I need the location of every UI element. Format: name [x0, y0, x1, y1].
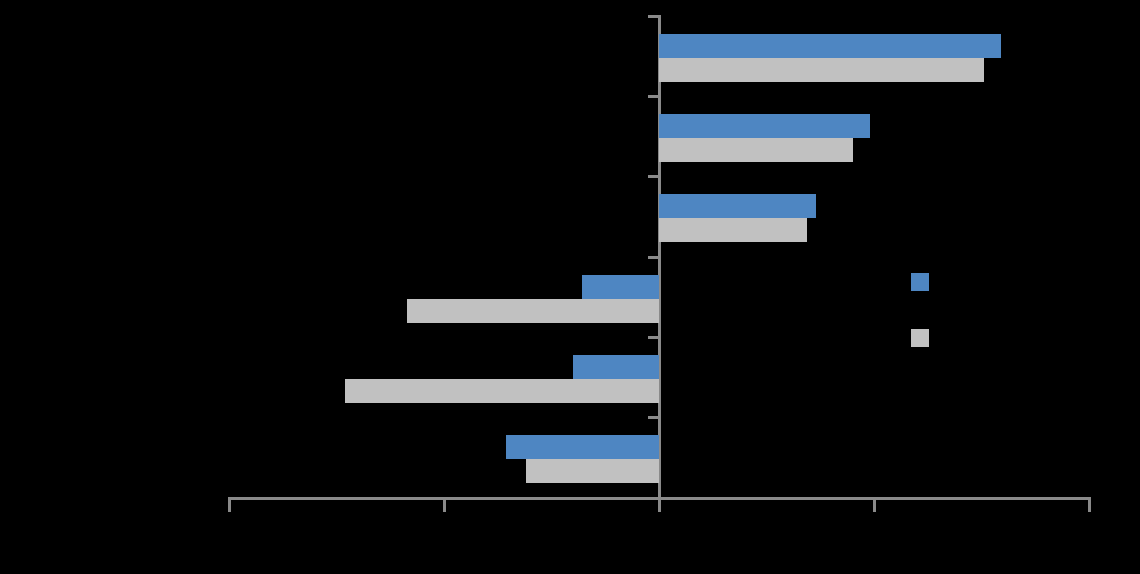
- y-axis-tick: [647, 175, 658, 179]
- bar-series2-cat5: [345, 378, 659, 403]
- bar-series1-cat3: [659, 194, 816, 219]
- legend-swatch-series2: [911, 329, 929, 347]
- x-axis-tick: [227, 499, 231, 512]
- bar-series2-cat4: [407, 298, 659, 323]
- bar-series2-cat2: [659, 137, 853, 162]
- x-axis-tick: [872, 499, 876, 512]
- bar-series1-cat4: [581, 274, 659, 299]
- bar-series1-cat1: [659, 33, 1001, 58]
- y-axis-line: [657, 15, 661, 500]
- x-axis-tick: [657, 499, 661, 512]
- y-axis-tick: [647, 335, 658, 339]
- bar-series2-cat3: [659, 218, 808, 243]
- y-axis-tick: [647, 94, 658, 98]
- x-axis-tick: [1087, 499, 1091, 512]
- y-axis-tick: [647, 14, 658, 18]
- y-axis-tick: [647, 416, 658, 420]
- y-axis-tick: [647, 255, 658, 259]
- bar-series1-cat2: [659, 113, 870, 138]
- y-axis-tick: [647, 496, 658, 500]
- bar-series1-cat6: [506, 435, 659, 460]
- legend-swatch-series1: [911, 273, 929, 291]
- bar-series2-cat1: [659, 57, 984, 82]
- bar-series1-cat5: [573, 354, 659, 379]
- x-axis-tick: [442, 499, 446, 512]
- bar-series2-cat6: [525, 459, 659, 484]
- x-axis-line: [227, 497, 1091, 500]
